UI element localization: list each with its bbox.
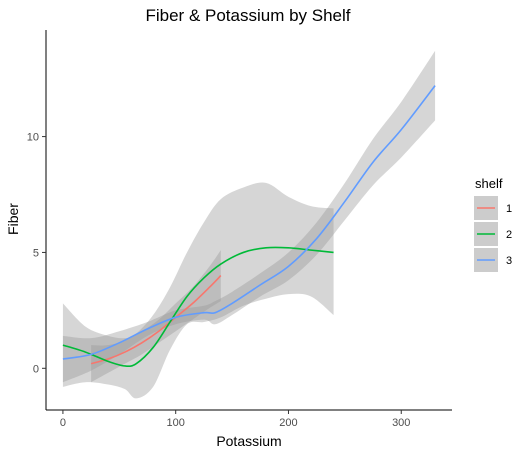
confidence-bands [62,50,436,399]
x-axis-title: Potassium [216,433,281,449]
x-tick-label: 200 [279,417,297,429]
series-2-confidence-band [62,182,334,399]
y-tick-label: 0 [33,363,39,375]
series-1-confidence-band [91,250,221,383]
chart-title: Fiber & Potassium by Shelf [145,6,350,25]
x-tick-label: 100 [167,417,185,429]
x-axis-ticks: 0 100 200 300 [60,410,410,429]
legend-title: shelf [475,176,503,191]
legend: shelf 1 2 3 [474,176,512,272]
y-axis-title: Fiber [5,203,21,235]
series-3-confidence-band [62,50,436,383]
series-1-line [90,275,222,365]
x-tick-label: 300 [392,417,410,429]
series-lines [62,85,436,368]
legend-label-1: 1 [506,203,512,215]
y-tick-label: 5 [33,247,39,259]
legend-label-2: 2 [506,229,512,241]
y-axis-ticks: 0 5 10 [27,132,46,375]
legend-label-3: 3 [506,255,512,267]
y-tick-label: 10 [27,132,39,144]
series-2-line [62,246,334,368]
x-tick-label: 0 [60,417,66,429]
series-3-line [62,85,436,360]
